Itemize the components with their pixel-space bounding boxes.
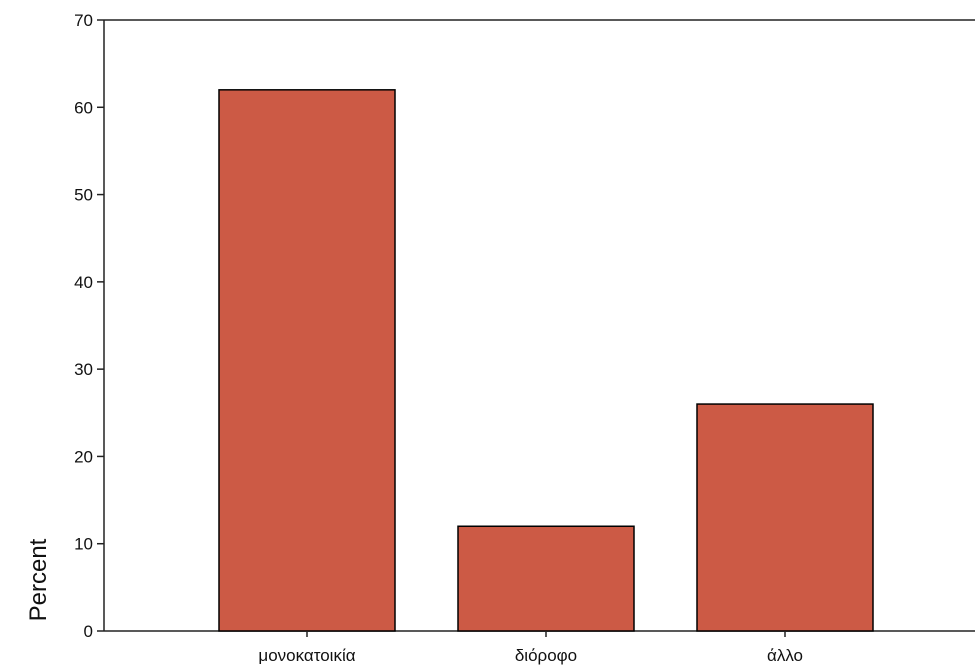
- y-tick-label: 10: [74, 535, 93, 554]
- y-tick-label: 30: [74, 360, 93, 379]
- x-tick-label: διόροφο: [515, 646, 577, 665]
- y-tick-label: 60: [74, 98, 93, 117]
- bar: [218, 89, 396, 632]
- y-tick-label: 20: [74, 447, 93, 466]
- bar: [457, 525, 635, 632]
- bar: [696, 403, 874, 632]
- y-tick-label: 0: [84, 622, 93, 641]
- x-axis-labels: μονοκατοικία διόροφο άλλο: [258, 631, 803, 665]
- y-axis-title: Percent: [25, 538, 52, 621]
- y-tick-label: 50: [74, 186, 93, 205]
- x-tick-label: άλλο: [767, 646, 803, 665]
- y-axis-ticks: 0 10 20 30 40 50 60 70: [74, 11, 104, 641]
- y-tick-label: 40: [74, 273, 93, 292]
- y-tick-label: 70: [74, 11, 93, 30]
- bars-group: [218, 89, 874, 632]
- x-tick-label: μονοκατοικία: [258, 646, 355, 665]
